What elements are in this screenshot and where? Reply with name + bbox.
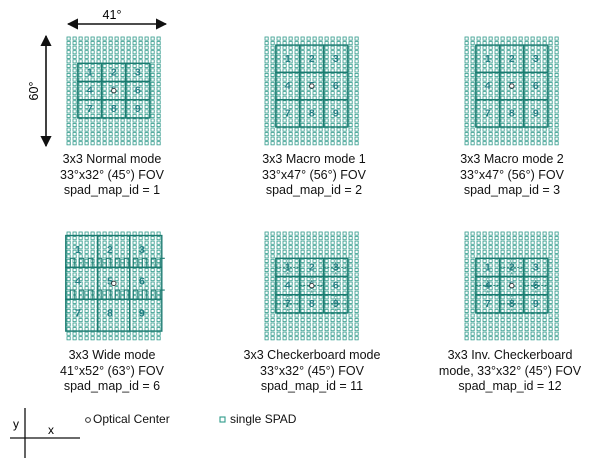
- optical-center-marker: [309, 282, 315, 289]
- zone-number: 3: [533, 261, 539, 273]
- optical-center-marker: [309, 83, 315, 89]
- zone-number: 8: [509, 107, 515, 119]
- zone-number: 4: [87, 85, 93, 97]
- single-spad-label: single SPAD: [230, 412, 297, 426]
- caption-macro-mode-2: 3x3 Macro mode 2 33°x47° (56°) FOV spad_…: [460, 152, 564, 197]
- zone-number: 6: [333, 280, 339, 292]
- single-spad-icon: [219, 416, 226, 423]
- zone-number: 4: [485, 80, 491, 92]
- zone-number: 3: [533, 53, 539, 65]
- zone-number: 1: [75, 244, 81, 256]
- zone-number: 3: [135, 66, 141, 78]
- caption-checkerboard-mode: 3x3 Checkerboard mode 33°x32° (45°) FOV …: [243, 348, 381, 393]
- zone-number: 6: [135, 85, 141, 97]
- spad-dot-grid: [264, 231, 359, 341]
- zone-number: 1: [87, 66, 93, 78]
- axis-y-label: y: [13, 417, 19, 431]
- zone-frame: [125, 98, 151, 119]
- zone-number: 8: [309, 298, 315, 310]
- zone-number: 2: [107, 244, 113, 256]
- zone-number: 2: [309, 53, 315, 65]
- zone-number: 1: [485, 261, 491, 273]
- zone-number: 9: [333, 107, 339, 119]
- zone-number: 3: [333, 53, 339, 65]
- zone-number: 8: [107, 308, 113, 320]
- zone-number: 6: [139, 276, 145, 288]
- spad-dot-grid: [66, 36, 161, 146]
- optical-center-marker: [111, 280, 117, 286]
- zone-number: 9: [139, 308, 145, 320]
- optical-center-marker: [111, 87, 117, 94]
- zone-frame: [523, 98, 549, 128]
- zone-number: 2: [309, 261, 315, 273]
- height-dimension-label: 60°: [27, 82, 41, 101]
- zone-number: 3: [139, 244, 145, 256]
- optical-center-marker: [509, 282, 515, 289]
- optical-center-label: Optical Center: [93, 412, 170, 426]
- axis-x-label: x: [48, 423, 54, 437]
- caption-normal-mode: 3x3 Normal mode 33°x32° (45°) FOV spad_m…: [60, 152, 164, 197]
- zone-number: 1: [285, 53, 291, 65]
- zone-number: 9: [533, 107, 539, 119]
- zone-number: 6: [333, 80, 339, 92]
- spad-dot-grid: [464, 231, 559, 341]
- zone-number: 8: [309, 107, 315, 119]
- caption-macro-mode-1: 3x3 Macro mode 1 33°x47° (56°) FOV spad_…: [262, 152, 366, 197]
- zone-number: 6: [533, 80, 539, 92]
- axes-icon: [10, 408, 80, 458]
- zone-number: 4: [285, 280, 291, 292]
- width-dimension-label: 41°: [103, 8, 122, 22]
- caption-wide-mode: 3x3 Wide mode 41°x52° (63°) FOV spad_map…: [60, 348, 164, 393]
- wide-mode-spad-array: 1 2 3 4 5 6 7 8 9: [65, 231, 165, 341]
- zone-number: 1: [485, 53, 491, 65]
- optical-center-icon: [85, 417, 91, 423]
- zone-number: 9: [533, 298, 539, 310]
- caption-inv-checkerboard-mode: 3x3 Inv. Checkerboard mode, 33°x32° (45°…: [438, 348, 582, 393]
- zone-number: 7: [75, 308, 81, 320]
- zone-number: 2: [111, 66, 117, 78]
- zone-frame: [129, 298, 163, 332]
- zone-number: 7: [485, 298, 491, 310]
- zone-number: 7: [485, 107, 491, 119]
- zone-frame: [323, 98, 349, 128]
- zone-number: 5: [107, 276, 113, 288]
- zone-number: 2: [509, 53, 515, 65]
- zone-number: 4: [75, 276, 81, 288]
- zone-number: 9: [135, 103, 141, 115]
- spad-dot-grid: [66, 231, 161, 341]
- zone-number: 7: [285, 107, 291, 119]
- zone-number: 4: [285, 80, 291, 92]
- optical-center-marker: [509, 83, 515, 89]
- zone-number: 8: [111, 103, 117, 115]
- zone-number: 7: [87, 103, 93, 115]
